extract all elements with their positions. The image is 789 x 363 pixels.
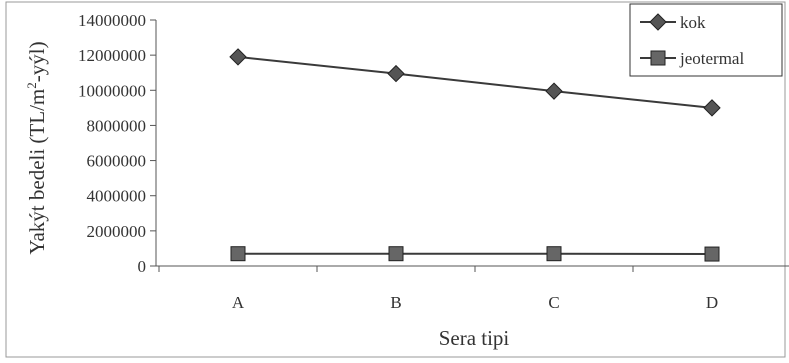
series-line-kok [237,55,713,109]
svg-text:Yakýt bedeli (TL/m2-yýl): Yakýt bedeli (TL/m2-yýl) [24,41,49,254]
x-tick-label: C [548,293,559,312]
y-tick-label: 14000000 [78,11,146,30]
series-layer [229,48,721,262]
y-axis-title-sup: 2 [24,82,39,89]
data-point-kok [703,99,721,117]
y-tick-label: 6000000 [87,152,147,171]
data-point-kok [387,64,405,83]
y-tick-label: 0 [138,257,147,276]
legend-marker-jeotermal [650,50,666,66]
data-point-jeotermal [230,246,246,262]
x-tick-label: B [390,293,401,312]
chart-border [5,1,786,358]
legend-label-kok: kok [680,13,706,32]
data-point-kok [545,82,563,100]
x-tick-label: A [232,293,245,312]
y-tick-label: 4000000 [87,187,147,206]
legend: kok jeotermal [629,3,783,77]
series-kok [229,48,721,117]
y-axis-title-main: Yakýt bedeli (TL/m [25,89,49,255]
x-tick-label: D [706,293,718,312]
y-tick-label: 8000000 [87,116,147,135]
legend-label-jeotermal: jeotermal [679,49,744,68]
x-axis-title: Sera tipi [439,326,510,350]
data-point-jeotermal [546,246,562,262]
y-axis-title-tail: -yýl) [25,41,49,82]
y-axis-title: Yakýt bedeli (TL/m2-yýl) [24,41,49,254]
y-tick-label: 12000000 [78,46,146,65]
y-tick-label: 2000000 [87,222,147,241]
data-point-jeotermal [704,246,720,262]
data-point-jeotermal [388,246,404,262]
series-jeotermal [230,246,720,262]
legend-marker-kok [649,13,667,31]
y-tick-label: 10000000 [78,81,146,100]
axes: 0 2000000 4000000 6000000 8000000 10000000 120… [78,11,789,312]
data-point-kok [229,48,247,66]
